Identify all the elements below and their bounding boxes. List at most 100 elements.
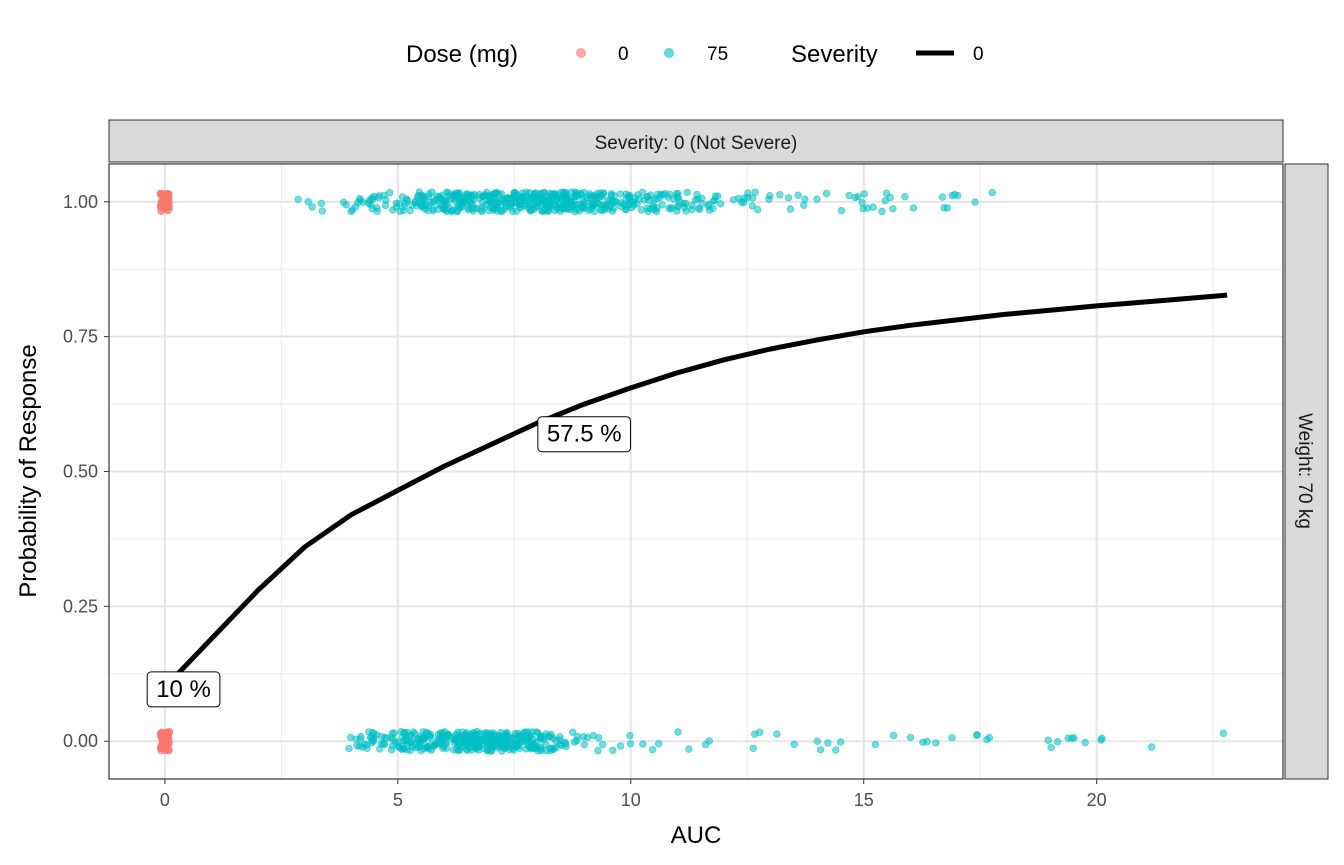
data-point xyxy=(486,746,494,754)
data-point xyxy=(530,193,538,202)
data-point xyxy=(800,201,808,209)
legend-dose-75-label: 75 xyxy=(707,44,728,65)
data-point xyxy=(837,206,846,215)
data-point xyxy=(425,190,433,198)
data-point xyxy=(784,193,793,202)
data-point xyxy=(442,197,450,206)
data-point xyxy=(373,207,381,215)
data-point xyxy=(342,201,350,209)
facet-top-label: Severity: 0 (Not Severe) xyxy=(595,133,798,154)
data-point xyxy=(886,193,894,202)
data-point xyxy=(468,201,476,209)
data-point xyxy=(1047,743,1055,752)
annotation-text: 57.5 % xyxy=(547,421,622,448)
data-point xyxy=(813,195,821,203)
data-point xyxy=(776,190,784,199)
data-point xyxy=(985,733,994,742)
data-point xyxy=(569,203,577,211)
data-point xyxy=(454,734,462,742)
data-point xyxy=(705,206,714,214)
data-point xyxy=(568,728,577,736)
data-point xyxy=(449,746,458,754)
legend-dose-75-key xyxy=(664,48,674,58)
data-point xyxy=(439,744,447,752)
facet-right-label: Weight: 70 kg xyxy=(1294,413,1315,529)
data-point xyxy=(599,189,608,197)
data-point xyxy=(345,744,353,753)
data-point xyxy=(786,205,795,213)
y-tick-label: 0.50 xyxy=(63,462,98,482)
data-point xyxy=(398,193,407,201)
data-point xyxy=(695,205,704,213)
data-point xyxy=(550,745,558,753)
data-point xyxy=(480,744,488,753)
data-point xyxy=(462,196,471,205)
data-point xyxy=(156,189,164,198)
data-point xyxy=(749,744,757,752)
data-point xyxy=(482,200,491,208)
data-point xyxy=(158,735,166,743)
annotation-box xyxy=(146,671,221,708)
data-point xyxy=(691,196,700,204)
data-point xyxy=(607,189,616,198)
data-point xyxy=(157,198,165,206)
data-point xyxy=(754,205,762,214)
data-point xyxy=(816,746,825,754)
data-point xyxy=(790,740,798,748)
data-point xyxy=(472,731,480,739)
data-point xyxy=(507,203,515,211)
curve-layer xyxy=(163,292,1228,690)
data-point xyxy=(1053,738,1062,746)
data-point xyxy=(832,746,840,754)
data-point xyxy=(604,204,613,213)
axes: 0 5 10 15 20 0.00 0.25 0.50 0.75 1.00 xyxy=(63,192,1107,810)
legend-dose-0-key xyxy=(576,48,586,58)
data-point xyxy=(401,199,409,207)
data-point xyxy=(609,746,617,754)
data-point xyxy=(157,729,166,737)
data-point xyxy=(447,206,456,215)
data-point xyxy=(1147,743,1156,751)
data-point xyxy=(971,198,979,206)
x-tick-label: 0 xyxy=(160,790,170,810)
data-point xyxy=(626,740,635,748)
data-point xyxy=(366,734,375,742)
data-point xyxy=(444,731,453,739)
data-point xyxy=(591,207,599,216)
data-point xyxy=(683,188,691,196)
data-point xyxy=(654,740,663,748)
data-point xyxy=(482,729,490,737)
data-point xyxy=(400,736,408,745)
data-point xyxy=(540,196,548,204)
data-point xyxy=(408,743,417,751)
data-point xyxy=(714,192,722,200)
data-point xyxy=(701,741,710,749)
x-axis-title: AUC xyxy=(671,822,722,849)
data-point xyxy=(646,204,655,213)
data-point xyxy=(318,207,326,215)
data-point xyxy=(889,731,898,740)
data-point xyxy=(938,193,947,201)
data-point xyxy=(634,191,642,199)
data-point xyxy=(858,198,866,207)
facet-strip-right: Weight: 70 kg xyxy=(1284,163,1329,780)
data-point xyxy=(674,728,682,736)
data-point xyxy=(625,194,633,202)
data-point xyxy=(294,195,302,203)
data-point xyxy=(511,198,519,206)
data-point xyxy=(674,194,682,202)
data-point xyxy=(463,746,471,754)
data-point xyxy=(556,207,565,215)
data-point xyxy=(556,740,564,749)
data-point xyxy=(709,197,718,205)
data-point xyxy=(415,188,423,196)
data-point xyxy=(161,744,169,753)
data-point xyxy=(431,197,439,206)
data-point xyxy=(304,197,312,206)
data-point xyxy=(869,203,877,211)
data-point xyxy=(794,191,802,199)
data-point xyxy=(478,207,486,216)
data-point xyxy=(751,730,759,738)
data-point xyxy=(688,201,696,210)
data-point xyxy=(454,203,463,212)
